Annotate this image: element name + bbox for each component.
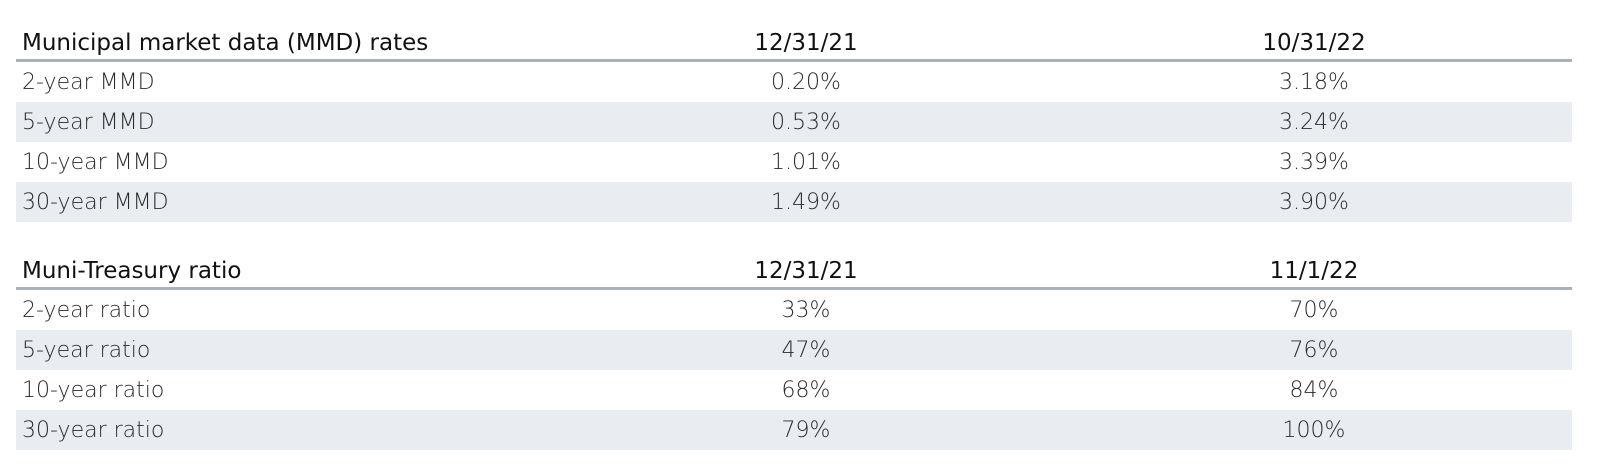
table-row: 10-year MMD 1.01% 3.39% — [16, 142, 1572, 182]
table-cell: 3.90% — [1056, 182, 1572, 222]
column-header: Municipal market data (MMD) rates — [16, 20, 556, 62]
table-cell: 33% — [781, 297, 831, 323]
table-row: 30-year MMD 1.49% 3.90% — [16, 182, 1572, 222]
table-cell: 84% — [1289, 377, 1339, 403]
table-cell: 3.18% — [1279, 69, 1349, 95]
row-label: 2-year MMD — [22, 69, 155, 95]
row-label: 10-year MMD — [22, 149, 169, 175]
row-label: 30-year MMD — [16, 182, 556, 222]
table-row: 2-year ratio 33% 70% — [16, 289, 1572, 331]
table-cell: 1.01% — [771, 149, 841, 175]
column-header: 12/31/21 — [556, 20, 1056, 62]
table-cell: 70% — [1289, 297, 1339, 323]
table-header-row: Municipal market data (MMD) rates 12/31/… — [16, 20, 1572, 62]
mmd-rates-table: Municipal market data (MMD) rates 12/31/… — [16, 20, 1572, 222]
table-cell: 3.24% — [1056, 102, 1572, 142]
table-header-row: Muni-Treasury ratio 12/31/21 11/1/22 — [16, 248, 1572, 290]
table-cell: 3.39% — [1279, 149, 1349, 175]
row-label: 2-year ratio — [22, 297, 151, 323]
table-cell: 0.20% — [771, 69, 841, 95]
row-label: 5-year MMD — [16, 102, 556, 142]
row-label: 30-year ratio — [16, 410, 556, 450]
column-header: 12/31/21 — [556, 248, 1056, 290]
table-row: 10-year ratio 68% 84% — [16, 370, 1572, 410]
table-cell: 1.49% — [556, 182, 1056, 222]
table-cell: 0.53% — [556, 102, 1056, 142]
table-row: 5-year ratio 47% 76% — [16, 330, 1572, 370]
table-cell: 68% — [781, 377, 831, 403]
column-header: 11/1/22 — [1056, 248, 1572, 290]
table-cell: 76% — [1056, 330, 1572, 370]
rates-tables: Municipal market data (MMD) rates 12/31/… — [16, 20, 1572, 450]
row-label: 5-year ratio — [16, 330, 556, 370]
row-label: 10-year ratio — [22, 377, 165, 403]
table-cell: 100% — [1056, 410, 1572, 450]
table-row: 2-year MMD 0.20% 3.18% — [16, 61, 1572, 103]
column-header: Muni-Treasury ratio — [16, 248, 556, 290]
table-row: 5-year MMD 0.53% 3.24% — [16, 102, 1572, 142]
table-cell: 79% — [556, 410, 1056, 450]
table-cell: 47% — [556, 330, 1056, 370]
table-spacer — [16, 222, 1572, 248]
table-row: 30-year ratio 79% 100% — [16, 410, 1572, 450]
column-header: 10/31/22 — [1056, 20, 1572, 62]
muni-treasury-ratio-table: Muni-Treasury ratio 12/31/21 11/1/22 2-y… — [16, 248, 1572, 450]
